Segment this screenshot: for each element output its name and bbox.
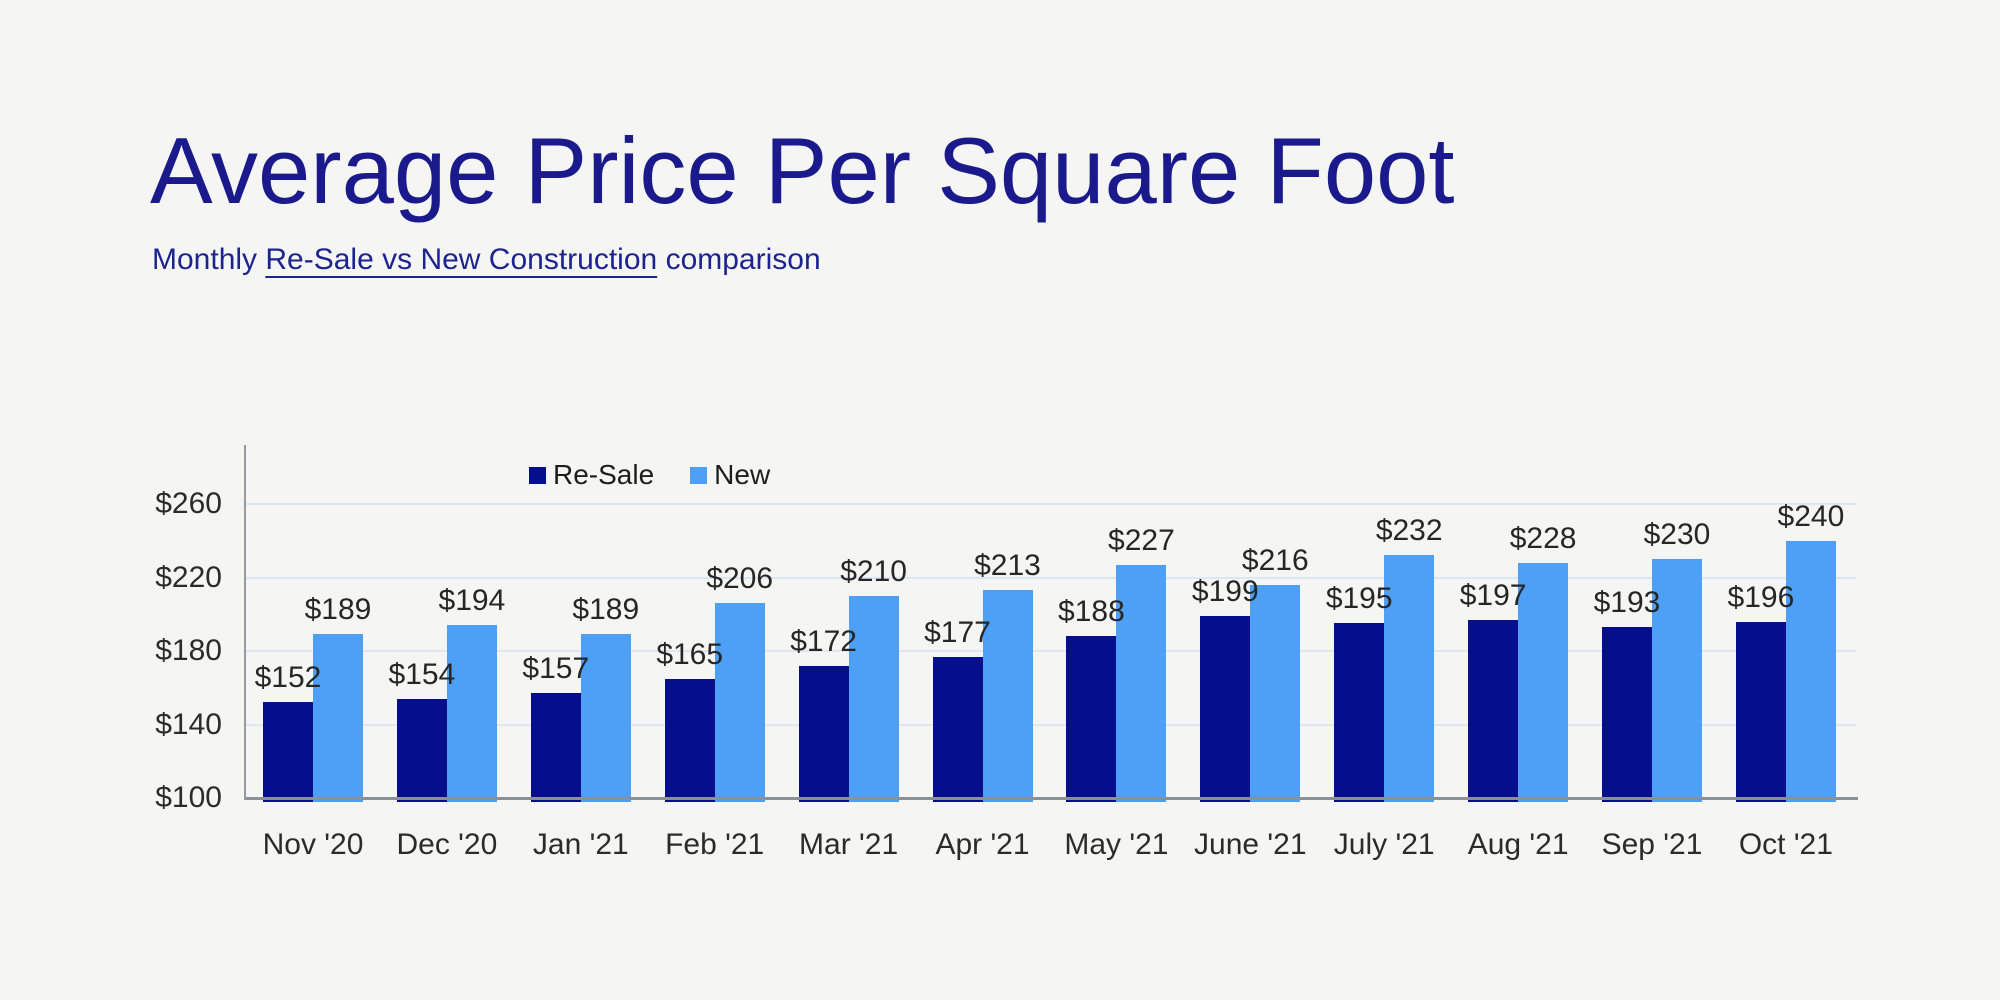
bar-resale-3 <box>530 693 581 802</box>
subtitle-prefix: Monthly <box>152 243 266 276</box>
legend-item-new: New <box>690 459 770 491</box>
x-tick-label-4: Feb '21 <box>665 828 765 861</box>
bar-value-label: $188 <box>1058 595 1125 629</box>
bar-resale-6 <box>932 656 983 802</box>
legend-item-resale: Re-Sale <box>529 459 654 491</box>
bar-new-5 <box>848 595 899 802</box>
bar-new-8 <box>1250 584 1301 802</box>
gridline-180 <box>246 650 1856 652</box>
bar-new-10 <box>1518 562 1569 802</box>
bar-value-label: $189 <box>572 593 640 627</box>
bar-value-label: $210 <box>840 554 907 588</box>
chart-legend: Re-Sale New <box>529 459 770 491</box>
y-tick-label-260: $260 <box>155 487 222 520</box>
x-tick-label-8: June '21 <box>1194 828 1307 861</box>
legend-label-new: New <box>714 459 771 490</box>
y-tick-label-220: $220 <box>155 560 222 594</box>
y-tick-label-100: $100 <box>155 781 222 814</box>
bar-value-label: $213 <box>974 549 1041 583</box>
plot-area: $100 $140 $180 $220 $260 $152 $189 Nov '20 $154 $… <box>155 445 1858 861</box>
bar-resale-10 <box>1468 619 1519 802</box>
bar-value-label: $228 <box>1509 521 1577 555</box>
gridline-260 <box>246 503 1856 505</box>
bar-resale-5 <box>798 665 849 802</box>
resale-color-swatch <box>529 466 546 484</box>
chart-subtitle: Monthly Re-Sale vs New Construction comp… <box>152 243 821 277</box>
gridline-140 <box>246 723 1856 726</box>
x-tick-label-3: Jan '21 <box>532 828 629 861</box>
subtitle-suffix-text: comparison <box>665 243 821 276</box>
bar-new-11 <box>1652 559 1702 802</box>
bar-value-label: $189 <box>304 593 372 627</box>
new-color-swatch <box>690 466 708 484</box>
legend-label-resale: Re-Sale <box>553 459 655 490</box>
bar-new-1 <box>313 634 363 802</box>
bar-value-label: $216 <box>1241 543 1309 577</box>
bar-resale-8 <box>1200 616 1251 802</box>
y-tick-label-140: $140 <box>155 707 222 741</box>
y-tick-label-180: $180 <box>155 634 222 667</box>
bar-value-label: $172 <box>790 624 857 658</box>
bar-new-2 <box>446 625 497 802</box>
bar-value-label: $194 <box>438 584 506 618</box>
bar-value-label: $196 <box>1727 580 1795 614</box>
x-tick-label-11: Sep '21 <box>1601 828 1703 861</box>
bar-new-7 <box>1116 564 1167 802</box>
bar-resale-11 <box>1602 627 1652 802</box>
bar-value-label: $165 <box>656 637 724 671</box>
bar-value-label: $232 <box>1375 514 1443 548</box>
bar-value-label: $230 <box>1643 518 1711 552</box>
x-tick-label-1: Nov '20 <box>262 828 364 861</box>
bar-new-9 <box>1384 555 1435 802</box>
bar-new-6 <box>982 590 1033 802</box>
bar-value-label: $227 <box>1108 523 1175 557</box>
bar-resale-1 <box>263 702 313 802</box>
bar-new-12 <box>1785 540 1836 802</box>
bar-value-label: $240 <box>1777 499 1845 533</box>
x-tick-label-9: July '21 <box>1333 828 1435 861</box>
gridline-220 <box>246 576 1856 579</box>
x-tick-label-5: Mar '21 <box>799 828 899 861</box>
bar-value-label: $157 <box>522 652 590 686</box>
bar-value-label: $199 <box>1191 575 1259 609</box>
bar-new-3 <box>580 634 631 802</box>
bar-value-label: $197 <box>1459 578 1527 612</box>
bar-resale-7 <box>1066 636 1117 802</box>
bar-value-label: $193 <box>1593 586 1661 620</box>
bar-resale-12 <box>1735 621 1786 802</box>
x-tick-label-12: Oct '21 <box>1738 828 1833 861</box>
bar-resale-2 <box>396 698 447 802</box>
x-axis-baseline <box>244 797 1858 800</box>
bar-value-label: $154 <box>388 657 456 691</box>
x-tick-label-6: Apr '21 <box>935 828 1030 861</box>
bar-value-label: $206 <box>706 562 774 596</box>
x-tick-label-7: May '21 <box>1064 828 1169 861</box>
bar-value-label: $177 <box>924 615 991 649</box>
bar-resale-9 <box>1334 623 1385 802</box>
y-axis-line <box>244 445 246 800</box>
x-tick-label-2: Dec '20 <box>396 828 498 861</box>
subtitle-underlined-text: Re-Sale vs New Construction <box>265 243 658 276</box>
bar-resale-4 <box>664 678 715 802</box>
page-title: Average Price Per Square Foot <box>150 118 1455 223</box>
bar-new-4 <box>714 603 765 802</box>
x-tick-label-10: Aug '21 <box>1467 828 1569 861</box>
bar-value-label: $152 <box>254 661 322 695</box>
bar-value-label: $195 <box>1325 582 1393 616</box>
